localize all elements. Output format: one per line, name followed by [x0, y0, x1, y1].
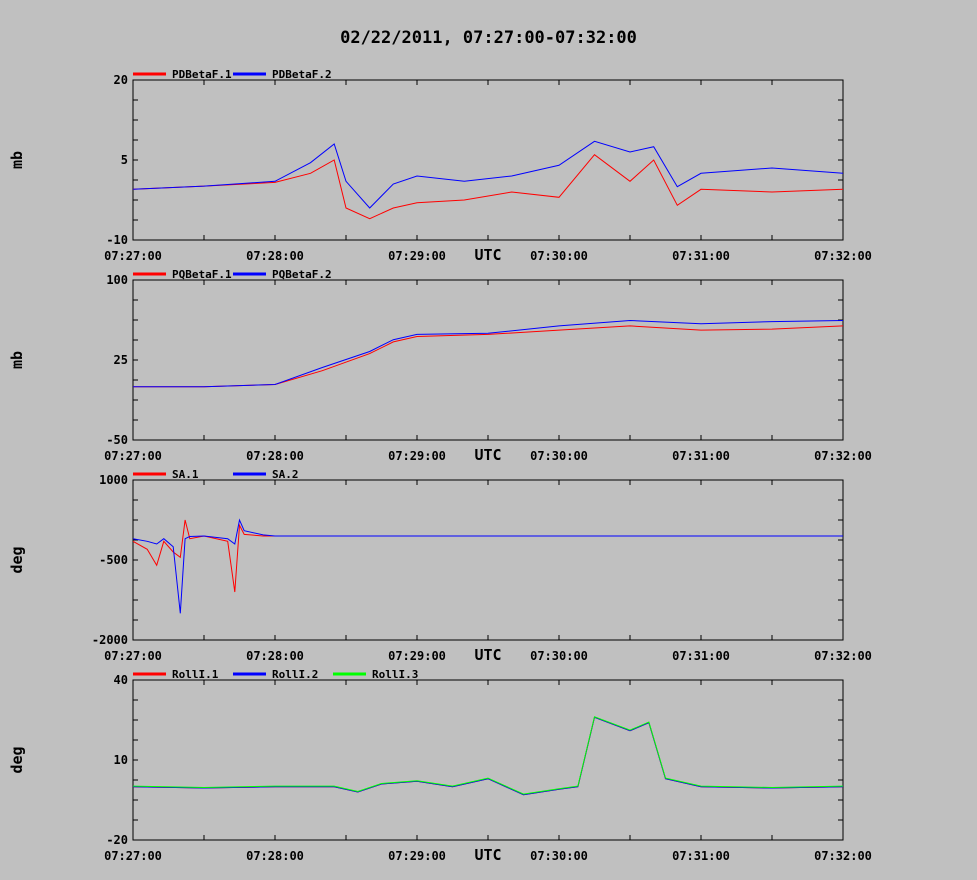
- y-tick-label: -500: [99, 553, 128, 567]
- y-tick-label: 5: [121, 153, 128, 167]
- series-line: [132, 716, 844, 795]
- y-tick-label: 100: [106, 273, 128, 287]
- series-line: [132, 716, 844, 796]
- legend-label: RollI.3: [372, 668, 418, 681]
- x-axis-label: UTC: [474, 646, 501, 664]
- panel-2: -50 25 100 07:27:00 07:28:00 07:29:00 07:30:00…: [8, 268, 872, 464]
- legend-label: PDBetaF.1: [172, 68, 232, 81]
- panel-4: -20 10 40 07:27:00 07:28:00 07:29:00 07:30:00 0…: [8, 668, 872, 864]
- x-tick-label: 07:32:00: [814, 249, 872, 263]
- plot-frame: [132, 479, 844, 641]
- legend-label: SA.1: [172, 468, 199, 481]
- x-tick-label: 07:31:00: [672, 849, 730, 863]
- x-tick-label: 07:29:00: [388, 849, 446, 863]
- x-tick-label: 07:32:00: [814, 449, 872, 463]
- x-tick-label: 07:30:00: [530, 849, 588, 863]
- legend-label: RollI.2: [272, 668, 318, 681]
- x-axis-label: UTC: [474, 246, 501, 264]
- legend-label: SA.2: [272, 468, 299, 481]
- y-tick-label: 40: [114, 673, 128, 687]
- plot-frame: [132, 279, 844, 441]
- x-tick-label: 07:30:00: [530, 649, 588, 663]
- x-axis-label: UTC: [474, 846, 501, 864]
- x-tick-label: 07:30:00: [530, 449, 588, 463]
- x-tick-label: 07:29:00: [388, 649, 446, 663]
- y-tick-label: 20: [114, 73, 128, 87]
- x-tick-label: 07:31:00: [672, 649, 730, 663]
- plot-frame: [132, 79, 844, 241]
- y-tick-label: -2000: [92, 633, 128, 647]
- y-axis-label: mb: [8, 151, 26, 169]
- y-tick-label: 10: [114, 753, 128, 767]
- legend-label: RollI.1: [172, 668, 219, 681]
- y-tick-label: -20: [106, 833, 128, 847]
- x-tick-label: 07:28:00: [246, 249, 304, 263]
- y-axis-label: deg: [8, 546, 26, 573]
- series-line: [132, 518, 843, 614]
- x-tick-label: 07:29:00: [388, 449, 446, 463]
- series-line: [133, 319, 844, 388]
- x-tick-label: 07:30:00: [530, 249, 588, 263]
- y-tick-label: -10: [106, 233, 128, 247]
- x-tick-label: 07:27:00: [104, 249, 162, 263]
- x-tick-label: 07:27:00: [104, 849, 162, 863]
- y-tick-label: -50: [106, 433, 128, 447]
- legend-label: PDBetaF.2: [272, 68, 332, 81]
- y-tick-label: 25: [114, 353, 128, 367]
- x-tick-label: 07:32:00: [814, 849, 872, 863]
- legend-label: PQBetaF.1: [172, 268, 232, 281]
- series-line: [132, 716, 844, 796]
- series-line: [133, 325, 844, 388]
- x-tick-label: 07:28:00: [246, 849, 304, 863]
- series-line: [132, 519, 843, 593]
- x-tick-label: 07:28:00: [246, 449, 304, 463]
- x-tick-label: 07:27:00: [104, 649, 162, 663]
- x-tick-label: 07:31:00: [672, 249, 730, 263]
- series-line: [132, 154, 844, 220]
- series-line: [132, 140, 844, 209]
- panel-1: -10 5 20 07:27:00 07:28:00 07:29:00 07:30:00 07…: [8, 68, 872, 264]
- x-tick-label: 07:29:00: [388, 249, 446, 263]
- legend-label: PQBetaF.2: [272, 268, 332, 281]
- x-tick-label: 07:32:00: [814, 649, 872, 663]
- x-tick-label: 07:31:00: [672, 449, 730, 463]
- panel-3: -2000 -500 1000 07:27:00 07:28:00 07:29:00 07:…: [8, 468, 872, 664]
- y-axis-label: mb: [8, 351, 26, 369]
- x-tick-label: 07:27:00: [104, 449, 162, 463]
- y-axis-label: deg: [8, 746, 26, 773]
- y-tick-label: 1000: [99, 473, 128, 487]
- x-axis-label: UTC: [474, 446, 501, 464]
- plot-frame: [132, 679, 844, 841]
- chart-title: 02/22/2011, 07:27:00-07:32:00: [340, 28, 637, 48]
- x-tick-label: 07:28:00: [246, 649, 304, 663]
